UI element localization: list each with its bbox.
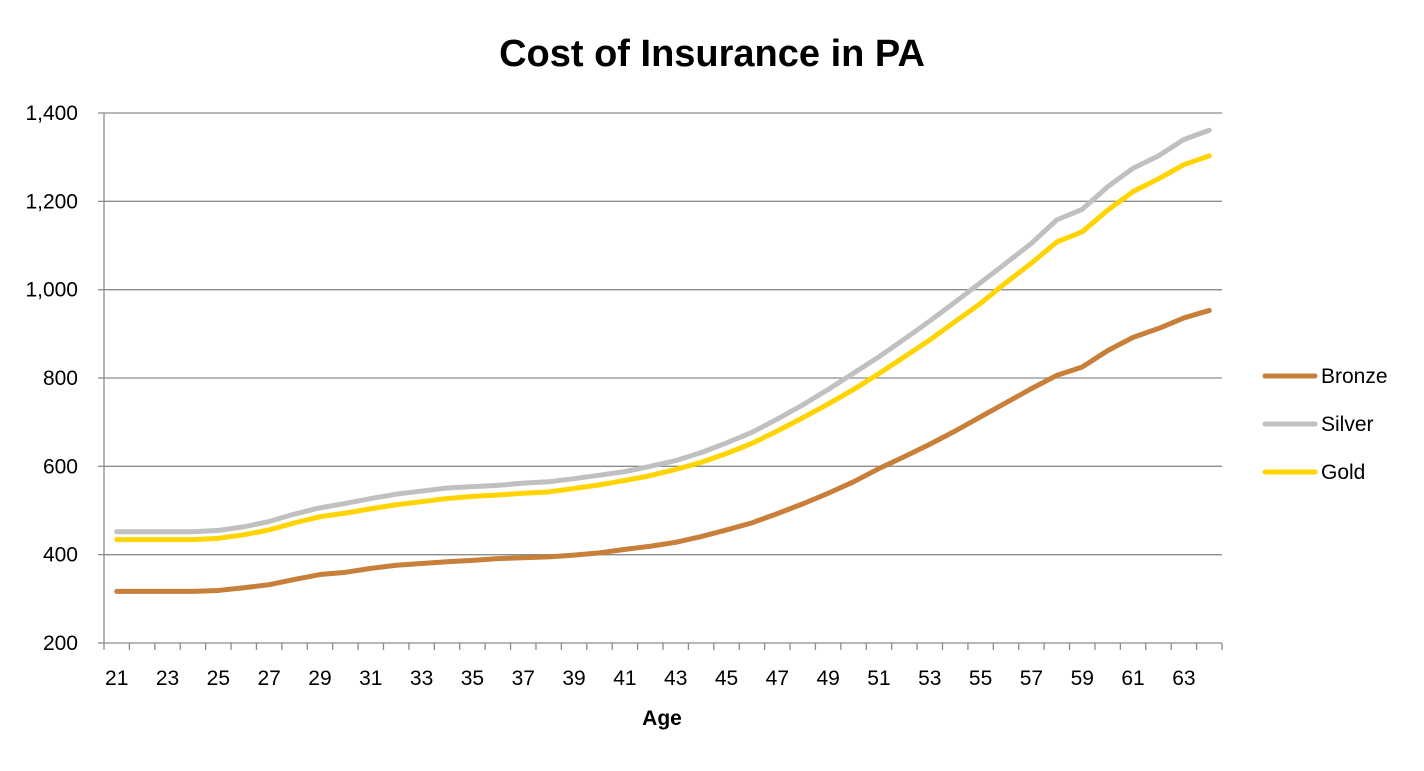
- x-tick-label: 41: [613, 667, 636, 690]
- x-tick-label: 39: [562, 667, 585, 690]
- x-tick-label: 37: [512, 667, 535, 690]
- gridlines: [104, 112, 1222, 556]
- x-tick-label: 27: [257, 667, 280, 690]
- x-tick-label: 25: [207, 667, 230, 690]
- y-tick-label: 400: [43, 544, 78, 567]
- x-tick-label: 59: [1071, 667, 1094, 690]
- series-line-bronze: [114, 307, 1212, 594]
- x-axis-tick-labels: 21 23 25 27 29 31 33 35 37 39 41 43 45 47 49 51 53 55 57 59…: [105, 667, 1196, 690]
- series-line-silver: [114, 127, 1212, 535]
- legend-label: Bronze: [1321, 365, 1388, 388]
- x-tick-label: 63: [1172, 667, 1195, 690]
- x-tick-label: 57: [1020, 667, 1043, 690]
- legend: Bronze Silver Gold: [1262, 365, 1388, 484]
- x-tick-label: 55: [969, 667, 992, 690]
- legend-item-bronze: Bronze: [1262, 365, 1388, 388]
- chart-title: Cost of Insurance in PA: [499, 33, 925, 75]
- legend-item-gold: Gold: [1262, 461, 1365, 484]
- y-axis-tick-labels: 200 400 600 800 1,000 1,200 1,400: [25, 102, 78, 655]
- x-tick-label: 35: [461, 667, 484, 690]
- y-tick-label: 800: [43, 367, 78, 390]
- x-tick-label: 49: [816, 667, 839, 690]
- y-tick-label: 1,400: [25, 102, 78, 125]
- x-tick-label: 47: [766, 667, 789, 690]
- y-tick-label: 1,000: [25, 279, 78, 302]
- x-tick-label: 33: [410, 667, 433, 690]
- legend-label: Silver: [1321, 413, 1374, 436]
- x-tick-label: 43: [664, 667, 687, 690]
- x-axis-title: Age: [642, 707, 682, 730]
- y-tick-label: 200: [43, 632, 78, 655]
- legend-label: Gold: [1321, 461, 1365, 484]
- series-line-gold: [114, 153, 1212, 543]
- x-tick-label: 53: [918, 667, 941, 690]
- axes: [98, 112, 1223, 650]
- x-tick-label: 31: [359, 667, 382, 690]
- x-tick-label: 51: [867, 667, 890, 690]
- x-tick-label: 23: [156, 667, 179, 690]
- y-tick-label: 600: [43, 455, 78, 478]
- x-tick-label: 61: [1121, 667, 1144, 690]
- x-tick-label: 45: [715, 667, 738, 690]
- x-tick-label: 29: [308, 667, 331, 690]
- series-lines: [114, 127, 1212, 594]
- y-tick-label: 1,200: [25, 190, 78, 213]
- x-tick-label: 21: [105, 667, 128, 690]
- legend-item-silver: Silver: [1262, 413, 1374, 436]
